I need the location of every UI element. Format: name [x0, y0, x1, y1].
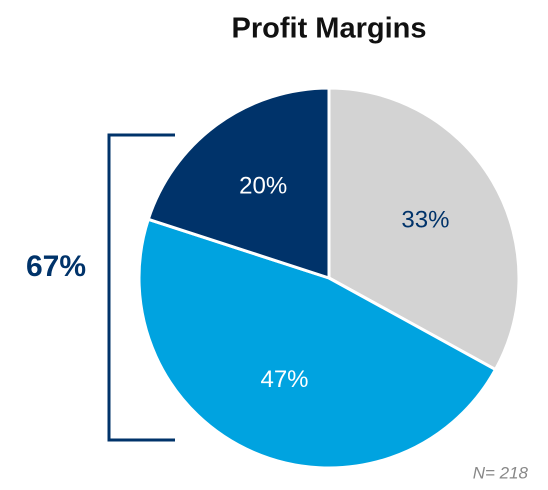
pie-slice	[137, 217, 498, 470]
pie-slice	[327, 86, 521, 372]
bracket	[107, 133, 175, 442]
pie	[137, 86, 521, 470]
slice-label: 47%	[260, 366, 308, 393]
bracket-label: 67%	[26, 250, 86, 283]
sample-note: N= 218	[473, 463, 529, 482]
chart-title: Profit Margins	[232, 13, 427, 45]
slice-label: 20%	[239, 173, 287, 200]
pie-slice	[146, 86, 331, 281]
slice-label: 33%	[401, 206, 449, 233]
